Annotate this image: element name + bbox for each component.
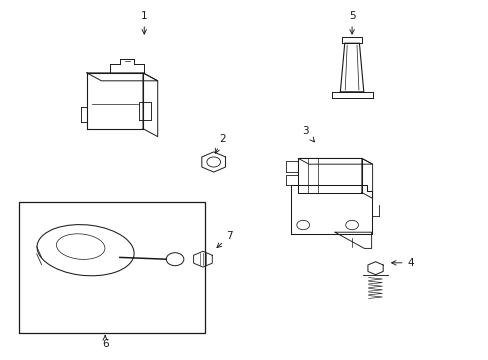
Text: 5: 5 (348, 11, 355, 34)
Text: 2: 2 (215, 134, 225, 153)
Text: 6: 6 (102, 336, 108, 349)
Text: 7: 7 (217, 231, 233, 248)
Text: 4: 4 (391, 258, 413, 268)
Text: 3: 3 (302, 126, 314, 142)
Text: 1: 1 (141, 11, 147, 34)
